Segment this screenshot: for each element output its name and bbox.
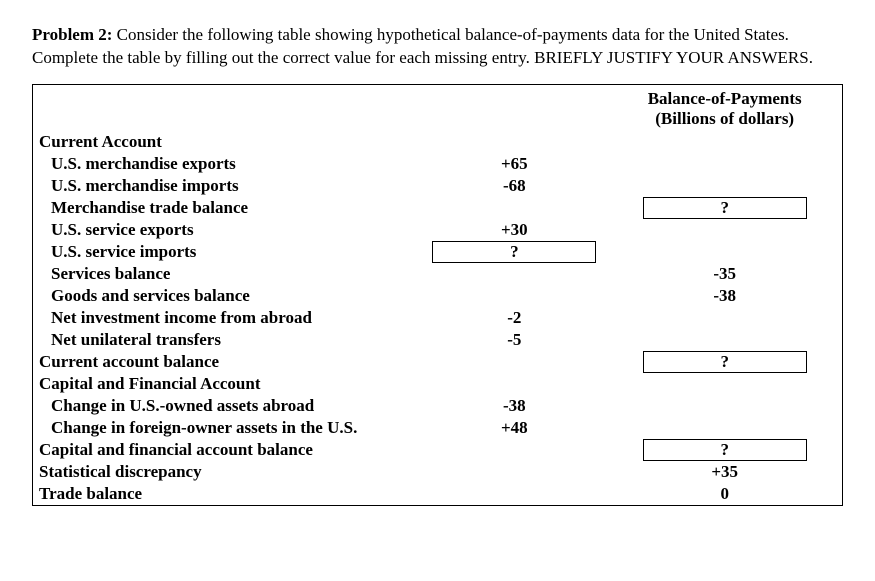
table-row: U.S. service exports +30 xyxy=(33,219,842,241)
row-label: U.S. merchandise exports xyxy=(33,153,421,175)
row-mid-value: +65 xyxy=(484,154,544,174)
row-mid-value: +30 xyxy=(484,220,544,240)
table-header-line1: Balance-of-Payments xyxy=(613,89,836,109)
row-right-cell xyxy=(607,175,842,197)
row-label: Statistical discrepancy xyxy=(33,461,421,483)
table-row: Current account balance? xyxy=(33,351,842,373)
row-label: Services balance xyxy=(33,263,421,285)
row-right-value: -35 xyxy=(695,264,755,284)
row-mid-cell: -5 xyxy=(421,329,607,351)
table-row: Services balance -35 xyxy=(33,263,842,285)
row-mid-value: -5 xyxy=(484,330,544,350)
table-row: Current Account xyxy=(33,131,842,153)
row-right-cell: 0 xyxy=(607,483,842,505)
row-label: Capital and financial account balance xyxy=(33,439,421,461)
table-row: Net unilateral transfers -5 xyxy=(33,329,842,351)
row-label: Change in foreign-owner assets in the U.… xyxy=(33,417,421,439)
row-label: Capital and Financial Account xyxy=(33,373,421,395)
problem-body: Consider the following table showing hyp… xyxy=(32,25,813,67)
row-right-cell: ? xyxy=(607,197,842,219)
row-right-value: +35 xyxy=(695,462,755,482)
row-mid-value: +48 xyxy=(484,418,544,438)
table-row: Capital and Financial Account xyxy=(33,373,842,395)
blank-input-box[interactable]: ? xyxy=(643,197,807,219)
row-right-cell: +35 xyxy=(607,461,842,483)
row-right-cell: ? xyxy=(607,351,842,373)
table-row: Change in foreign-owner assets in the U.… xyxy=(33,417,842,439)
row-right-cell xyxy=(607,329,842,351)
row-label: Net unilateral transfers xyxy=(33,329,421,351)
row-label: U.S. service exports xyxy=(33,219,421,241)
table-header-line2: (Billions of dollars) xyxy=(613,109,836,129)
row-mid-cell xyxy=(421,439,607,461)
row-mid-cell xyxy=(421,131,607,153)
table-row: Capital and financial account balance? xyxy=(33,439,842,461)
row-right-cell: -38 xyxy=(607,285,842,307)
table-header-row: Balance-of-Payments (Billions of dollars… xyxy=(33,87,842,131)
row-label: U.S. merchandise imports xyxy=(33,175,421,197)
bop-table-container: Balance-of-Payments (Billions of dollars… xyxy=(32,84,843,506)
row-right-cell: -35 xyxy=(607,263,842,285)
row-mid-cell xyxy=(421,351,607,373)
row-mid-cell: -68 xyxy=(421,175,607,197)
row-mid-cell xyxy=(421,197,607,219)
blank-input-box[interactable]: ? xyxy=(643,439,807,461)
row-mid-cell xyxy=(421,373,607,395)
row-right-cell xyxy=(607,373,842,395)
table-row: U.S. merchandise exports +65 xyxy=(33,153,842,175)
row-mid-cell: -2 xyxy=(421,307,607,329)
table-row: Change in U.S.-owned assets abroad -38 xyxy=(33,395,842,417)
row-mid-cell xyxy=(421,461,607,483)
row-mid-cell: +48 xyxy=(421,417,607,439)
row-right-cell xyxy=(607,395,842,417)
row-right-cell xyxy=(607,241,842,263)
row-mid-cell: -38 xyxy=(421,395,607,417)
row-right-cell xyxy=(607,417,842,439)
table-row: U.S. merchandise imports -68 xyxy=(33,175,842,197)
problem-statement: Problem 2: Consider the following table … xyxy=(32,24,843,70)
row-right-cell xyxy=(607,131,842,153)
row-right-value: 0 xyxy=(695,484,755,504)
row-mid-value: -68 xyxy=(484,176,544,196)
row-label: Trade balance xyxy=(33,483,421,505)
row-right-cell xyxy=(607,219,842,241)
table-row: Net investment income from abroad -2 xyxy=(33,307,842,329)
table-row: U.S. service imports? xyxy=(33,241,842,263)
row-right-cell xyxy=(607,307,842,329)
table-row: Trade balance 0 xyxy=(33,483,842,505)
row-mid-cell: ? xyxy=(421,241,607,263)
row-mid-cell xyxy=(421,263,607,285)
row-mid-cell xyxy=(421,483,607,505)
row-right-cell xyxy=(607,153,842,175)
row-right-cell: ? xyxy=(607,439,842,461)
row-mid-value: -2 xyxy=(484,308,544,328)
table-row: Goods and services balance -38 xyxy=(33,285,842,307)
row-right-value: -38 xyxy=(695,286,755,306)
blank-input-box[interactable]: ? xyxy=(432,241,596,263)
row-mid-value: -38 xyxy=(484,396,544,416)
row-label: Goods and services balance xyxy=(33,285,421,307)
row-label: Merchandise trade balance xyxy=(33,197,421,219)
bop-table: Balance-of-Payments (Billions of dollars… xyxy=(33,87,842,505)
row-label: Net investment income from abroad xyxy=(33,307,421,329)
row-mid-cell xyxy=(421,285,607,307)
blank-input-box[interactable]: ? xyxy=(643,351,807,373)
table-row: Statistical discrepancy +35 xyxy=(33,461,842,483)
row-mid-cell: +65 xyxy=(421,153,607,175)
table-row: Merchandise trade balance? xyxy=(33,197,842,219)
problem-label: Problem 2: xyxy=(32,25,112,44)
row-mid-cell: +30 xyxy=(421,219,607,241)
row-label: Current account balance xyxy=(33,351,421,373)
row-label: Current Account xyxy=(33,131,421,153)
row-label: U.S. service imports xyxy=(33,241,421,263)
row-label: Change in U.S.-owned assets abroad xyxy=(33,395,421,417)
